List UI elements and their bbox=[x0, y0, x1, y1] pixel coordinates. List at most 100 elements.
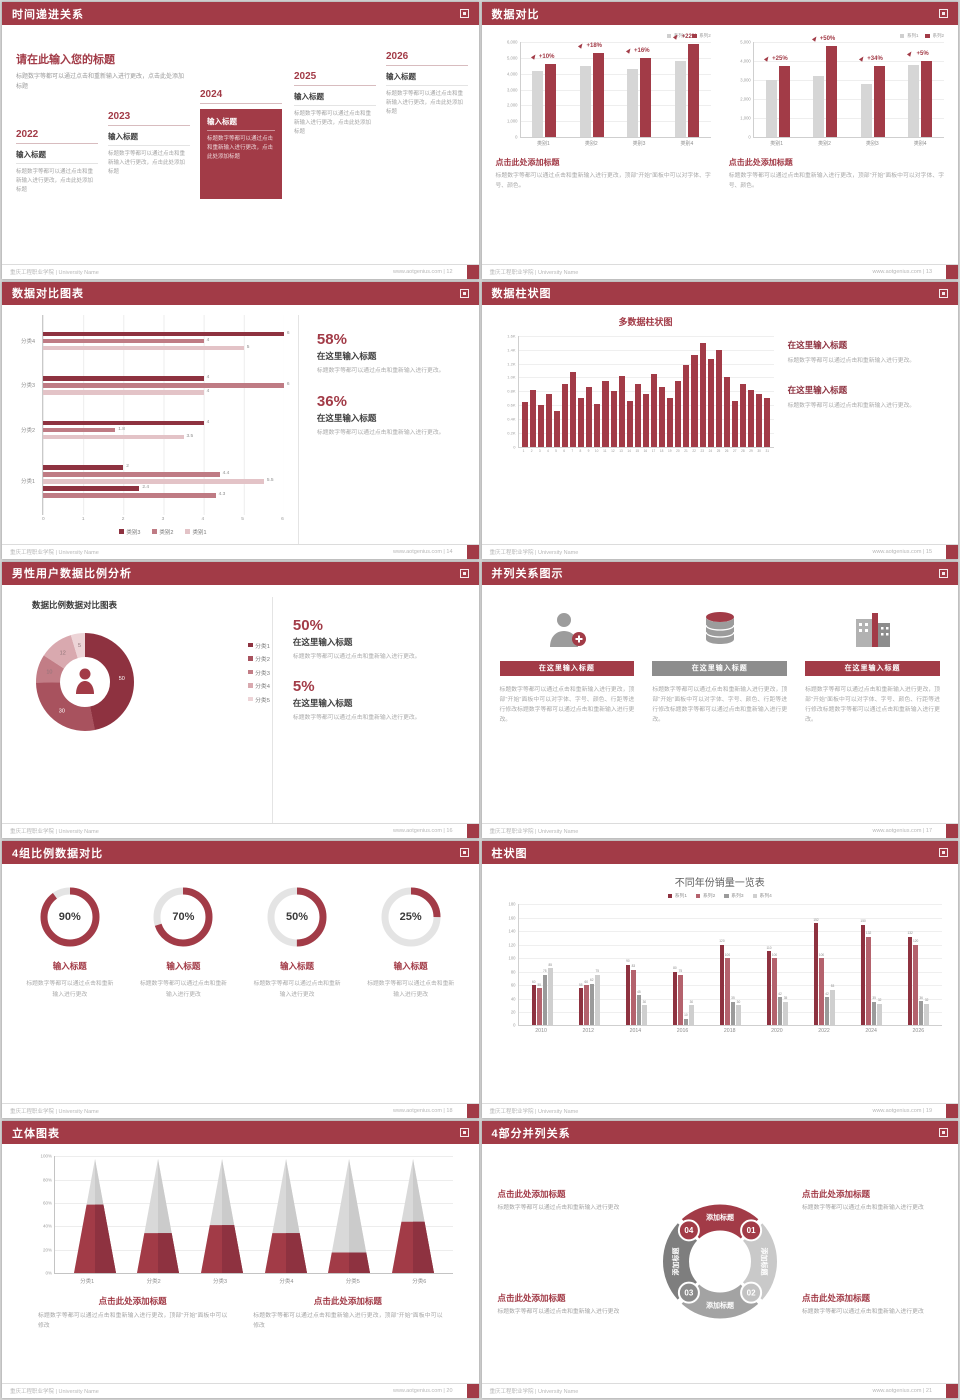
bar: 152 bbox=[813, 918, 819, 1026]
bar: 100 bbox=[819, 953, 824, 1026]
stat-body: 标题数字等都可以通过点击和重新输入进行更改。 bbox=[292, 653, 421, 660]
slide-body: 数据比例数据对比图表 50 30 10 12 5 分类1 分类2 分类3 分类4 分类5 50%… bbox=[2, 585, 479, 824]
footer-accent-square bbox=[466, 1383, 479, 1398]
bar-line: 3.5 bbox=[43, 434, 284, 440]
slide-title: 数据对比 bbox=[491, 8, 540, 21]
ring-percent-label: 70% bbox=[172, 911, 195, 924]
x-axis-tick: 26 bbox=[724, 448, 729, 453]
item-title-button: 在这里输入标题 bbox=[652, 660, 788, 676]
slide-thumbnail-12[interactable]: 时间递进关系 请在此输入您的标题 标题数字等都可以通过点击和重新输入进行更改，点… bbox=[2, 2, 479, 279]
x-axis-tick: 0 bbox=[42, 516, 45, 522]
stat-percent: 36% bbox=[316, 392, 347, 410]
slide-thumbnail-13[interactable]: 数据对比 系列1 系列2 6,000 5,000 4,000 3,000 2,000 1,00… bbox=[481, 2, 958, 279]
bar-value-label: 35 bbox=[872, 996, 876, 1001]
donut-value-label: 5 bbox=[78, 643, 81, 649]
y-axis-tick: 120 bbox=[508, 942, 516, 948]
x-axis-label: 分类1 bbox=[80, 1279, 95, 1286]
ring-progress bbox=[153, 887, 213, 947]
bar-value-label: 45 bbox=[637, 989, 641, 994]
step-body: 标题数字等都可以通过点击和重新输入进行更改，点击此处添加标题 bbox=[294, 111, 372, 135]
bar bbox=[43, 383, 284, 388]
footer-accent-square bbox=[466, 1104, 479, 1119]
bar bbox=[626, 401, 633, 447]
bar: 35 bbox=[783, 996, 788, 1026]
step-title: 输入标题 bbox=[16, 149, 98, 164]
series1-bar bbox=[579, 65, 591, 137]
y-axis-tick: 0 bbox=[513, 444, 516, 450]
x-axis-tick: 30 bbox=[757, 448, 761, 453]
series2-bar bbox=[778, 65, 790, 137]
ratio-item: 25% 输入标题 标题数字等都可以通过点击和重新输入进行更改 bbox=[359, 886, 463, 999]
footer-site-page: www.aotgenius.com | 18 bbox=[392, 1108, 453, 1115]
database-icon bbox=[697, 603, 743, 651]
presentation-icon bbox=[939, 848, 948, 858]
intro-block: 请在此输入您的标题 标题数字等都可以通过点击和重新输入进行更改，点击此处添加标题 bbox=[16, 51, 216, 92]
cone-red-shade bbox=[412, 1221, 434, 1274]
footer-site-page: www.aotgenius.com | 12 bbox=[392, 268, 453, 275]
ring-chart: 25% bbox=[380, 886, 442, 948]
gridline bbox=[518, 1011, 942, 1013]
slide-footer: 重庆工程职业学院 | University Name www.aotgenius… bbox=[481, 1382, 958, 1398]
bar: 35 bbox=[871, 996, 877, 1026]
slide-thumbnail-21[interactable]: 4部分并列关系 添加标题 添加标题 添加标题 添加标题 01 02 03 04 点击此处添加标… bbox=[481, 1121, 958, 1398]
donut-chart: 50 30 10 12 5 bbox=[26, 623, 144, 741]
ring-chart: 50% bbox=[266, 886, 328, 948]
step-body: 标题数字等都可以通过点击和重新输入进行更改，点击此处添加标题 bbox=[108, 151, 186, 175]
series2-bar bbox=[545, 63, 557, 137]
legend-label: 系列1 bbox=[906, 33, 919, 38]
gridline bbox=[518, 904, 942, 906]
notes-column: 在这里输入标题 标题数字等都可以通过点击和重新输入进行更改。 在这里输入标题 标题数字… bbox=[788, 315, 944, 544]
footer-accent-square bbox=[946, 544, 958, 559]
bar bbox=[43, 479, 264, 484]
slide-thumbnail-18[interactable]: 4组比例数据对比 90% 输入标题 标题数字等都可以通过点击和重新输入进行更改 70%… bbox=[2, 841, 479, 1119]
x-axis-tick: 6 bbox=[281, 516, 284, 522]
slide-thumbnail-16[interactable]: 男性用户数据比例分析 数据比例数据对比图表 50 30 10 12 5 分类1 分类2 分类… bbox=[2, 561, 479, 839]
step-year: 2025 bbox=[294, 71, 376, 86]
x-axis-tick: 29 bbox=[749, 448, 753, 453]
x-axis-tick: 11 bbox=[603, 448, 607, 453]
slide-thumbnail-15[interactable]: 数据柱状图 多数据柱状图 1.6K 1.4K 1.2K 1.0K 0.8K 0.6K 0.4… bbox=[481, 281, 958, 559]
slide-thumbnail-17[interactable]: 并列关系图示 在这里输入标题 标题数字等都可以通过点击和重新输入进行更改，顶部“开… bbox=[481, 561, 958, 839]
row-label: 分类3 bbox=[20, 383, 35, 390]
presentation-icon bbox=[939, 1128, 948, 1138]
note-title: 点击此处添加标题 bbox=[497, 1293, 566, 1304]
bar: 45 bbox=[636, 990, 642, 1026]
y-axis-tick: 2,000 bbox=[507, 102, 518, 108]
footer-accent-square bbox=[466, 824, 479, 839]
legend-swatch bbox=[248, 669, 253, 675]
x-axis-label: 分类3 bbox=[212, 1279, 228, 1286]
slide-thumbnail-14[interactable]: 数据对比图表 分类4 6 4 5 分类3 4 6 4 分类2 4 1.8 3.5 分类1 2 4.4 5.5 2… bbox=[2, 281, 479, 559]
donut-value-label: 10 bbox=[46, 669, 52, 675]
y-axis-tick: 0 bbox=[513, 1022, 516, 1028]
bar-value-label: 120 bbox=[719, 939, 725, 944]
x-axis-tick: 类别4 bbox=[913, 141, 927, 147]
footer-site-page: www.aotgenius.com | 16 bbox=[392, 828, 453, 835]
footer-university: 重庆工程职业学院 | University Name bbox=[10, 269, 99, 276]
slide-title: 立体图表 bbox=[12, 1127, 60, 1140]
ring-percent-label: 90% bbox=[58, 911, 81, 924]
legend-swatch bbox=[248, 696, 253, 702]
bar bbox=[521, 401, 528, 447]
gridline bbox=[55, 1156, 453, 1158]
bar-group: +22% bbox=[673, 33, 699, 137]
x-axis-tick: 15 bbox=[635, 448, 640, 453]
legend-label: 分类4 bbox=[255, 684, 270, 691]
slide-thumbnail-19[interactable]: 柱状图 不同年份销量一览表 系列1 系列2 系列3 系列4 180 160 140 120 1… bbox=[481, 841, 958, 1119]
bar: 110 bbox=[766, 946, 772, 1026]
footer-university: 重庆工程职业学院 | University Name bbox=[489, 829, 579, 836]
gridline bbox=[753, 61, 944, 62]
slide-header: 数据柱状图 bbox=[481, 281, 958, 305]
slide-body: 请在此输入您的标题 标题数字等都可以通过点击和重新输入进行更改，点击此处添加标题… bbox=[2, 25, 479, 264]
ring-svg bbox=[267, 887, 327, 947]
bar-group: +5% bbox=[906, 42, 933, 137]
x-axis-tick: 18 bbox=[659, 448, 664, 453]
x-axis-tick: 1 bbox=[81, 516, 85, 522]
segment-label: 添加标题 bbox=[671, 1246, 680, 1275]
bar: 90 bbox=[625, 959, 631, 1026]
x-axis-tick: 2010 bbox=[535, 1028, 547, 1035]
slide-footer: 重庆工程职业学院 | University Name www.aotgenius… bbox=[481, 823, 958, 839]
note-body: 标题数字等都可以通过点击和重新输入进行更改，顶部“开始”面板中可以修改 bbox=[253, 1313, 443, 1330]
slide-thumbnail-20[interactable]: 立体图表 100% 80% 60% 40% 20% 0% 分类1 分类2 分类3 分类4 分类5 分… bbox=[2, 1121, 479, 1398]
x-axis-tick: 2024 bbox=[865, 1028, 877, 1035]
donut-value-label: 30 bbox=[59, 708, 65, 714]
